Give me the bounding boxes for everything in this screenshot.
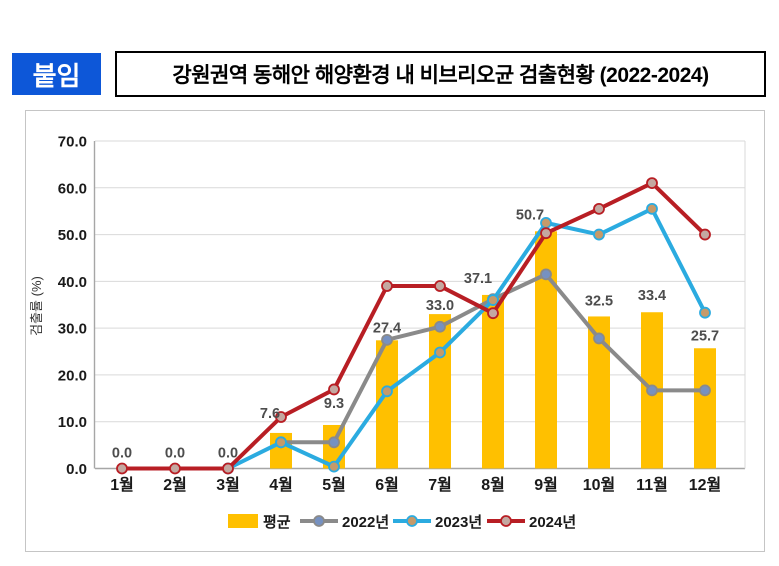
attachment-badge: 붙임: [12, 53, 101, 95]
legend: 평균 2022년 2023년 2024년: [228, 513, 576, 531]
marker-2024년-3월: [222, 462, 234, 475]
x-tick-label-1월: 1월: [110, 476, 134, 494]
marker-2024년-2월: [169, 462, 181, 475]
bar-6월: [376, 340, 398, 469]
legend-label-bar: 평균: [263, 513, 291, 531]
x-tick-label-3월: 3월: [216, 476, 240, 494]
marker-2024년-7월: [434, 280, 446, 292]
x-tick-label-10월: 10월: [583, 476, 616, 494]
marker-2023년-11월: [646, 202, 658, 215]
x-tick-label-6월: 6월: [375, 476, 399, 494]
chart-svg: 0.0 10.0 20.0 30.0 40.0 50.0 60.0 70.0 검출률 (%) 0.…: [29, 134, 746, 531]
data-label-6월: 27.4: [373, 320, 401, 336]
x-tick-label-8월: 8월: [481, 476, 505, 494]
y-tick-label: 20.0: [58, 367, 87, 384]
data-label-7월: 33.0: [426, 298, 454, 314]
legend-label-2022년: 2022년: [342, 514, 389, 531]
marker-2022년-7월: [434, 320, 446, 333]
chart-frame: 0.0 10.0 20.0 30.0 40.0 50.0 60.0 70.0 검출률 (%) 0.…: [25, 110, 765, 552]
line-series-2024년: [116, 177, 711, 475]
legend-label-2024년: 2024년: [529, 514, 576, 531]
marker-2022년-11월: [646, 384, 658, 397]
marker-2024년-12월: [699, 228, 711, 241]
bar-10월: [588, 316, 610, 469]
legend-marker-2024년: [500, 515, 512, 527]
data-label-11월: 33.4: [638, 288, 666, 304]
line-series-2023년: [222, 202, 711, 475]
x-tick-label-11월: 11월: [636, 476, 668, 494]
marker-2023년-8월: [487, 294, 499, 306]
marker-2022년-9월: [540, 268, 552, 281]
marker-2023년-4월: [275, 436, 287, 449]
bar-9월: [535, 231, 557, 469]
data-label-1월: 0.0: [112, 446, 132, 462]
y-tick-label: 30.0: [58, 321, 87, 338]
y-tick-label: 50.0: [58, 227, 87, 244]
bar-8월: [482, 294, 504, 469]
marker-2022년-6월: [381, 333, 393, 346]
y-axis-title: 검출률 (%): [29, 276, 44, 336]
marker-2023년-7월: [434, 346, 446, 359]
x-tick-label-4월: 4월: [269, 476, 293, 494]
x-tick-label-5월: 5월: [322, 476, 346, 494]
marker-2022년-5월: [328, 436, 340, 449]
marker-2022년-10월: [593, 332, 605, 345]
marker-2024년-6월: [381, 280, 393, 292]
marker-2024년-5월: [328, 383, 340, 396]
page-header: 붙임 강원권역 동해안 해양환경 내 비브리오균 검출현황 (2022-2024…: [0, 0, 779, 100]
y-tick-label: 70.0: [58, 134, 87, 151]
data-label-8월: 37.1: [464, 271, 492, 287]
marker-2023년-6월: [381, 385, 393, 398]
marker-2024년-4월: [275, 411, 287, 423]
x-tick-label-2월: 2월: [163, 476, 187, 494]
page-title: 강원권역 동해안 해양환경 내 비브리오균 검출현황 (2022-2024): [115, 51, 766, 97]
marker-2023년-12월: [699, 306, 711, 319]
marker-2023년-5월: [328, 460, 340, 473]
x-tick-label-12월: 12월: [689, 476, 722, 494]
data-label-5월: 9.3: [324, 396, 344, 412]
y-tick-label: 0.0: [66, 461, 87, 478]
line-2023년: [226, 206, 707, 471]
legend-marker-2023년: [406, 515, 418, 527]
legend-marker-2022년: [313, 515, 325, 527]
x-tick-label-7월: 7월: [428, 476, 452, 494]
data-label-10월: 32.5: [585, 293, 613, 309]
data-label-4월: 7.6: [260, 406, 280, 422]
data-label-12월: 25.7: [691, 328, 719, 344]
y-tick-label: 10.0: [58, 414, 87, 431]
x-tick-label-9월: 9월: [534, 476, 558, 494]
marker-2024년-8월: [487, 307, 499, 320]
line-2024년: [120, 181, 707, 471]
y-tick-label: 40.0: [58, 274, 87, 291]
marker-2022년-12월: [699, 384, 711, 397]
marker-2023년-10월: [593, 228, 605, 241]
legend-swatch-bar: [228, 514, 258, 528]
marker-2024년-9월: [540, 227, 552, 240]
bar-12월: [694, 348, 716, 469]
marker-2024년-10월: [593, 202, 605, 215]
marker-2024년-11월: [646, 177, 658, 190]
data-label-3월: 0.0: [218, 446, 238, 462]
data-label-2월: 0.0: [165, 446, 185, 462]
marker-2024년-1월: [116, 462, 128, 475]
data-label-9월: 50.7: [516, 207, 544, 223]
y-tick-label: 60.0: [58, 180, 87, 197]
bar-7월: [429, 314, 451, 469]
legend-label-2023년: 2023년: [435, 514, 482, 531]
